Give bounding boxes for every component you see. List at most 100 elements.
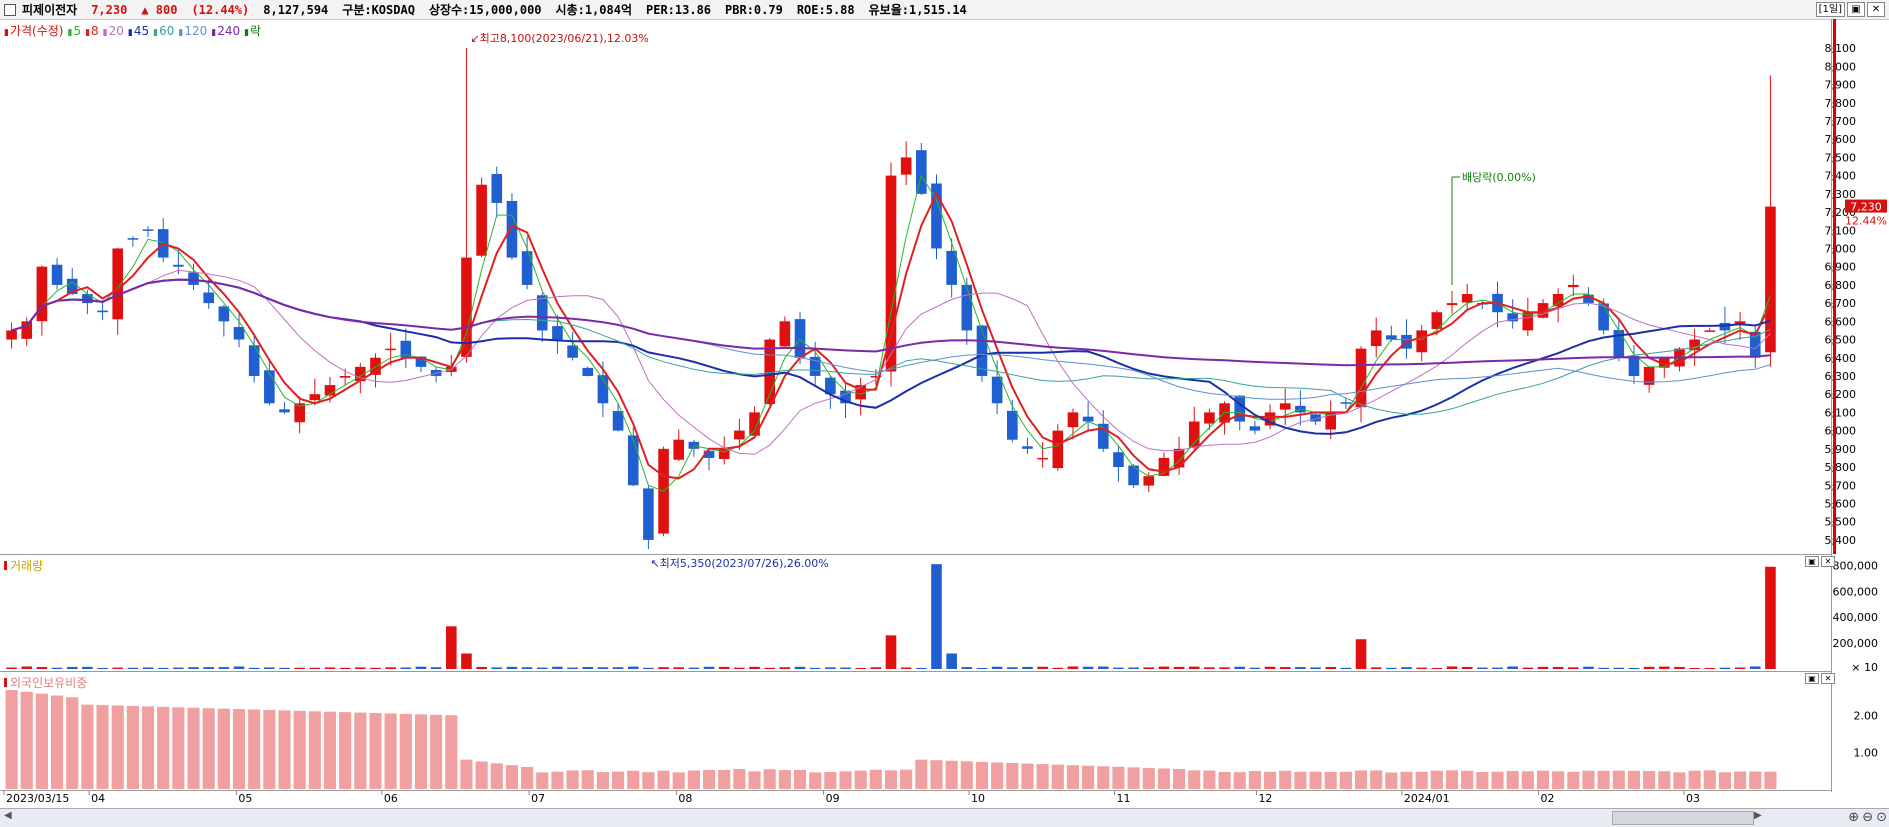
foreign-ratio-bar (157, 706, 170, 789)
volume-bar (1765, 566, 1776, 669)
foreign-ratio-bar (490, 763, 503, 789)
legend-item-2[interactable]: 8 (91, 24, 99, 38)
candle-body (1386, 335, 1397, 340)
volume-tick-label: 400,000 (1833, 611, 1879, 624)
volume-panel-title: 거래량 (4, 557, 43, 574)
volume-panel-max-icon[interactable]: ▣ (1805, 556, 1819, 567)
candle-body (415, 356, 427, 367)
legend-item-3[interactable]: 20 (108, 24, 124, 38)
candle-body (946, 250, 957, 285)
foreign-panel-title: 외국인보유비중 (4, 674, 87, 691)
candle-body (1325, 412, 1337, 430)
foreign-ratio-bar (1279, 770, 1292, 789)
foreign-ratio-bar (445, 715, 458, 789)
date-tick-label: 06 (384, 792, 398, 805)
legend-item-7[interactable]: 240 (217, 24, 241, 38)
foreign-ratio-bar (748, 771, 761, 789)
foreign-ratio-bar (1006, 762, 1019, 789)
candle-body (309, 394, 321, 401)
price-tick-label: 5,800 (1825, 461, 1857, 474)
foreign-ratio-bar (20, 691, 33, 789)
legend-item-0[interactable]: 가격(수정) (9, 24, 64, 38)
shares-label: 상장수:15,000,000 (428, 3, 542, 17)
legend-item-8[interactable]: 락 (250, 24, 262, 38)
candle-body (1658, 357, 1670, 368)
candle-body (885, 175, 897, 372)
legend-item-1[interactable]: 5 (73, 24, 82, 38)
volume-bar (521, 667, 533, 669)
volume-bar (1340, 667, 1352, 669)
vertical-scroll-indicator[interactable] (1833, 19, 1836, 554)
volume-bar (1370, 667, 1382, 669)
foreign-ratio-bar (1612, 770, 1625, 789)
candle-body (1370, 330, 1382, 347)
maximize-icon[interactable]: ▣ (1847, 2, 1865, 17)
price-tick-label: 7,300 (1825, 188, 1857, 201)
volume-bar (1067, 666, 1079, 669)
candle-body (1749, 331, 1761, 358)
foreign-ratio-bar (35, 693, 48, 789)
volume-bar (355, 667, 366, 669)
foreign-ratio-bar (1339, 771, 1352, 789)
foreign-ratio-bar (1324, 771, 1337, 789)
candle-body (1052, 430, 1064, 469)
candle-body (188, 272, 199, 285)
stock-chart: 8,100 8,000 7,900 7,800 7,700 7,600 7,500 7,400… (3, 32, 1887, 805)
foreign-ratio-bar (945, 760, 958, 789)
period-button[interactable]: [1일] (1815, 2, 1845, 17)
volume-bar (885, 635, 897, 669)
volume-bar (1006, 667, 1018, 669)
candle-body (51, 264, 63, 285)
legend-item-4[interactable]: 45 (133, 24, 150, 38)
link-checkbox[interactable] (4, 3, 16, 16)
candle-body (1279, 403, 1291, 410)
candle-body (1067, 412, 1079, 428)
volume-bar (1658, 666, 1670, 669)
volume-bar (1552, 666, 1564, 669)
foreign-ratio-bar (1658, 771, 1671, 789)
zoom-reset-icon[interactable]: ⊙ (1876, 810, 1887, 825)
candle-body (279, 409, 290, 413)
foreign-panel-close-icon[interactable]: ✕ (1821, 673, 1835, 684)
volume-bar (476, 666, 487, 669)
foreign-ratio-bar (369, 713, 382, 789)
foreign-ratio-bar (1188, 770, 1201, 789)
price-tick-label: 7,100 (1825, 224, 1857, 237)
candle-body (112, 248, 124, 320)
price-tick-label: 7,800 (1825, 97, 1857, 110)
close-icon[interactable]: ✕ (1867, 2, 1885, 17)
scroll-right-icon[interactable]: ▶ (1754, 810, 1762, 821)
candle-body (355, 366, 366, 382)
price-tick-label: 6,800 (1825, 279, 1857, 292)
candle-body (385, 348, 396, 351)
legend-item-5[interactable]: 60 (159, 24, 175, 38)
legend-marker-8: ▮ (244, 28, 250, 38)
candle-body (521, 251, 533, 285)
candle-body (931, 183, 942, 249)
zoom-out-icon[interactable]: ⊖ (1862, 810, 1874, 825)
volume-bar (1022, 666, 1033, 669)
legend-item-6[interactable]: 120 (184, 24, 208, 38)
date-tick-label: 2024/01 (1404, 792, 1450, 805)
volume-bar (718, 666, 730, 669)
volume-bar (66, 666, 78, 669)
low-annotation: ↖최저5,350(2023/07/26),26.00% (650, 557, 828, 570)
foreign-ratio-bar (809, 772, 822, 789)
candle-body (1082, 416, 1094, 422)
candle-body (248, 345, 260, 376)
pbr-label: PBR:0.79 (725, 2, 783, 17)
horizontal-scrollbar[interactable] (1612, 811, 1754, 825)
scroll-left-icon[interactable]: ◀ (4, 810, 12, 821)
date-tick-label: 2023/03/15 (6, 792, 69, 805)
volume-bar (991, 666, 1003, 669)
candle-body (961, 284, 973, 331)
candle-body (1719, 322, 1731, 331)
volume-panel-close-icon[interactable]: ✕ (1821, 556, 1835, 567)
foreign-ratio-bar (1536, 770, 1550, 789)
volume-bar (264, 667, 275, 669)
foreign-ratio-bar (414, 714, 428, 789)
foreign-tick-label: 1.00 (1854, 746, 1879, 759)
volume-bar (112, 667, 124, 669)
zoom-in-icon[interactable]: ⊕ (1848, 810, 1860, 825)
foreign-panel-max-icon[interactable]: ▣ (1805, 673, 1819, 684)
